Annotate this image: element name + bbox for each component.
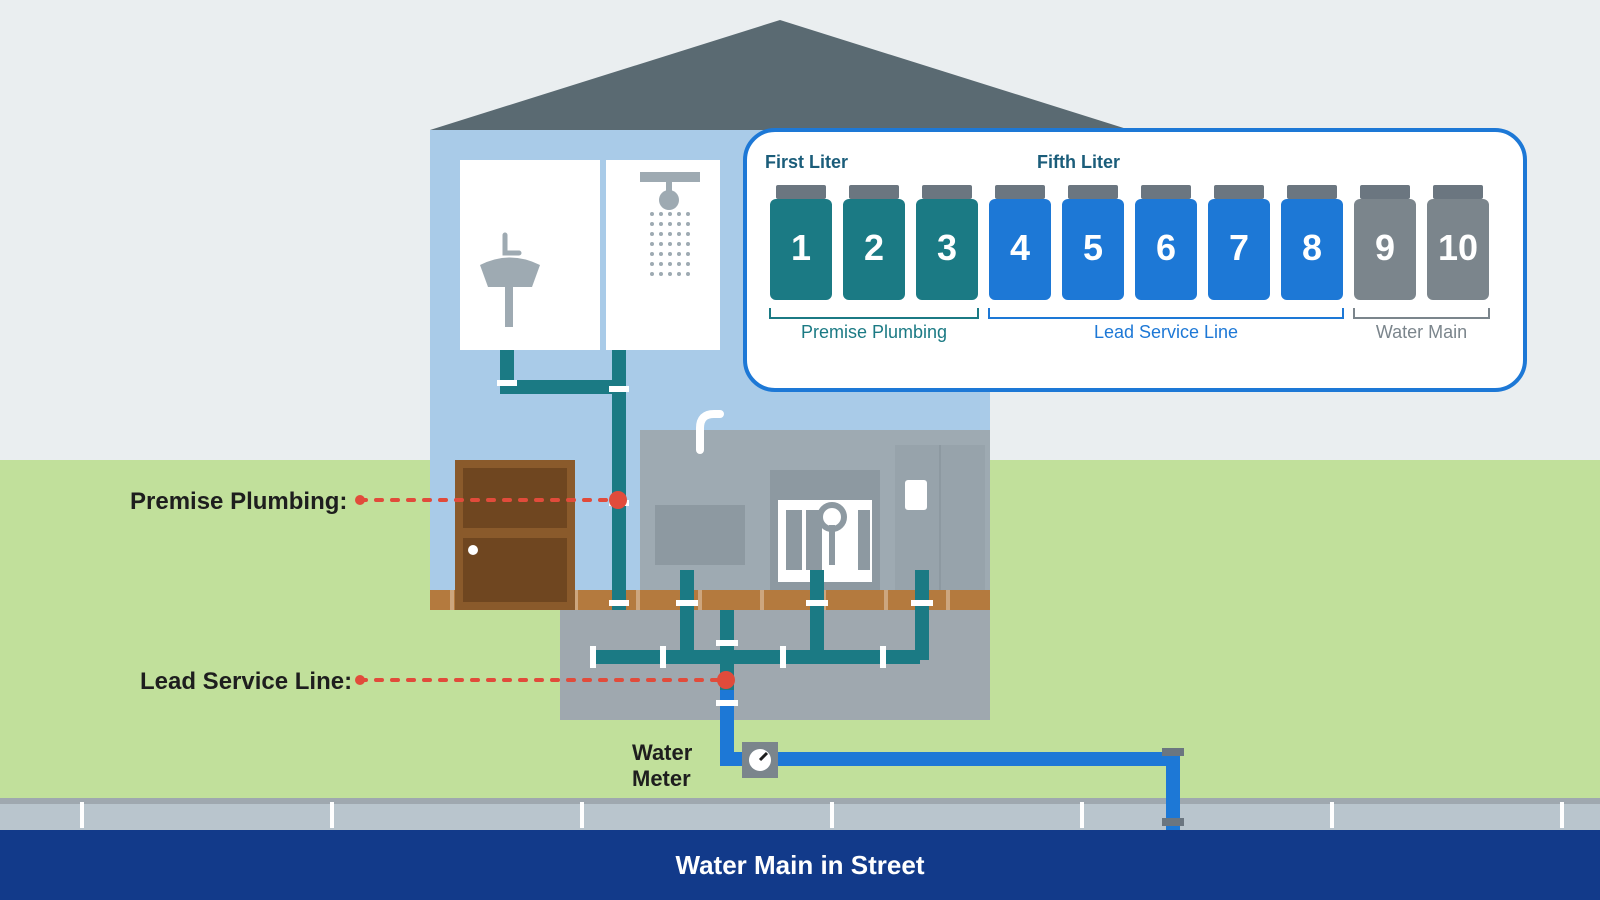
svg-text:9: 9: [1375, 227, 1395, 268]
svg-text:Premise Plumbing: Premise Plumbing: [801, 322, 947, 342]
svg-text:Water Main: Water Main: [1376, 322, 1467, 342]
svg-text:First Liter: First Liter: [765, 152, 848, 172]
premise-plumbing-label: Premise Plumbing:: [130, 488, 347, 516]
svg-text:5: 5: [1083, 227, 1103, 268]
svg-text:Fifth Liter: Fifth Liter: [1037, 152, 1120, 172]
svg-text:3: 3: [937, 227, 957, 268]
svg-text:Lead Service Line: Lead Service Line: [1094, 322, 1238, 342]
diagram-svg: First Liter Fifth Liter 1 2 3 4 5 6 7 8 9 10 Premise…: [0, 0, 1600, 900]
svg-text:1: 1: [791, 227, 811, 268]
svg-text:2: 2: [864, 227, 884, 268]
svg-text:4: 4: [1010, 227, 1030, 268]
bathroom-room: [460, 160, 720, 350]
lead-service-line-label: Lead Service Line:: [140, 668, 352, 696]
water-meter-label: Water Meter: [632, 740, 692, 792]
svg-text:6: 6: [1156, 227, 1176, 268]
water-main-street-label: Water Main in Street: [0, 850, 1600, 881]
svg-text:8: 8: [1302, 227, 1322, 268]
svg-text:7: 7: [1229, 227, 1249, 268]
svg-text:10: 10: [1438, 227, 1478, 268]
